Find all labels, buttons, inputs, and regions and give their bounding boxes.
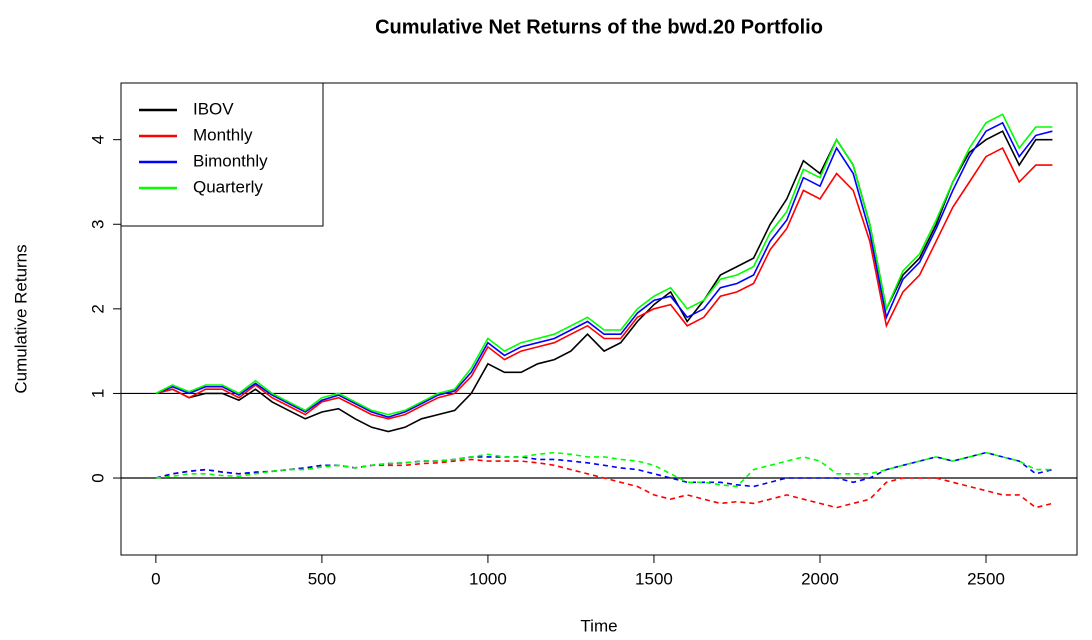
legend-label: Quarterly xyxy=(193,177,263,196)
series-line xyxy=(155,130,1053,433)
y-tick-label: 0 xyxy=(88,473,107,482)
x-tick-label: 2500 xyxy=(967,569,1005,588)
x-tick-label: 0 xyxy=(151,569,160,588)
legend-label: IBOV xyxy=(193,99,234,118)
x-tick-label: 2000 xyxy=(801,569,839,588)
y-tick-label: 3 xyxy=(88,220,107,229)
y-tick-label: 2 xyxy=(88,304,107,313)
series-line xyxy=(155,458,1053,509)
series-line xyxy=(155,113,1053,416)
y-tick-label: 4 xyxy=(88,135,107,144)
x-tick-label: 1000 xyxy=(469,569,507,588)
legend-label: Bimonthly xyxy=(193,151,268,170)
legend-label: Monthly xyxy=(193,125,253,144)
x-axis-label: Time xyxy=(580,616,617,635)
series-line xyxy=(155,121,1053,418)
legend-box xyxy=(120,82,324,227)
x-tick-label: 500 xyxy=(308,569,336,588)
x-tick-label: 1500 xyxy=(635,569,673,588)
series-line xyxy=(155,451,1053,488)
y-tick-label: 1 xyxy=(88,389,107,398)
plot-frame xyxy=(120,82,1078,556)
chart-title: Cumulative Net Returns of the bwd.20 Por… xyxy=(375,16,823,38)
y-axis-label: Cumulative Returns xyxy=(11,244,30,393)
series-line xyxy=(155,147,1053,420)
